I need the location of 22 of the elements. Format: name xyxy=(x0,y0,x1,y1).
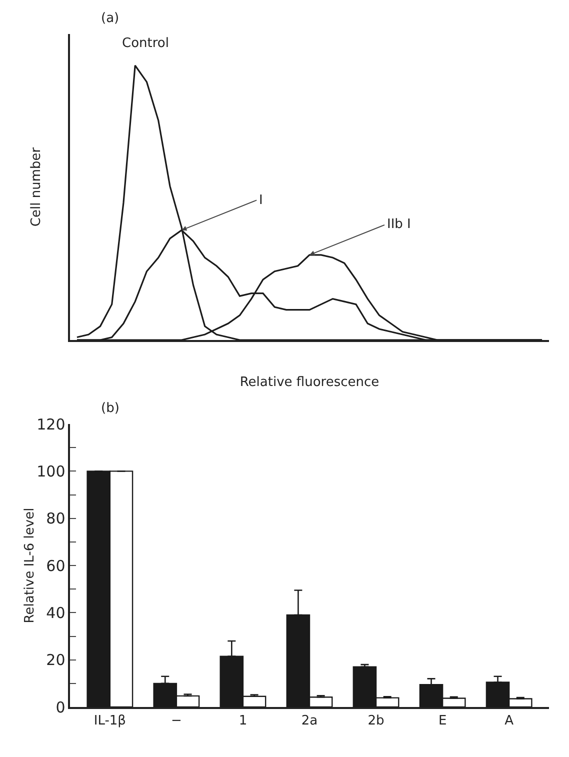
x-tick-label: − xyxy=(170,713,182,728)
y-axis-title: Cell number xyxy=(29,146,44,227)
x-tick-label: E xyxy=(438,713,447,728)
x-tick-label: IL-1β xyxy=(94,713,126,728)
y-tick-label: 80 xyxy=(46,510,66,528)
text: IIb I xyxy=(387,217,411,232)
y-tick-label: 120 xyxy=(36,415,66,434)
x-tick-label: 2b xyxy=(368,713,384,728)
y-tick-label: 40 xyxy=(46,604,66,622)
y-axis-title: Relative IL-6 level xyxy=(22,508,38,624)
text: I xyxy=(259,193,263,208)
chart-title: (b) xyxy=(101,401,120,416)
series-label: Control xyxy=(122,36,169,51)
x-axis-title: Relative fluorescence xyxy=(240,375,380,390)
x-tick-label: A xyxy=(504,713,514,728)
x-tick-label: 1 xyxy=(238,713,248,728)
chart-title: (a) xyxy=(101,11,120,26)
y-tick-label: 20 xyxy=(46,651,66,670)
y-tick-label: 100 xyxy=(36,462,66,480)
x-tick-label: 2a xyxy=(301,713,318,728)
y-tick-label: 60 xyxy=(46,556,66,575)
y-tick-label: 0 xyxy=(56,698,66,716)
